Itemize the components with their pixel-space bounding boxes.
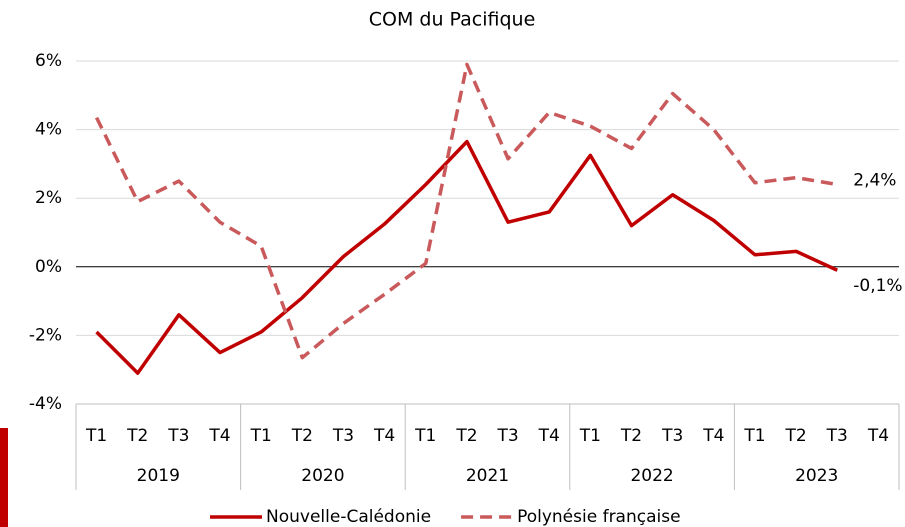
y-tick-label: 0%: [35, 257, 62, 277]
group-label: 2021: [466, 466, 509, 486]
series-line: [95, 139, 839, 375]
x-tick-label: T3: [661, 426, 683, 446]
x-tick-label: T1: [743, 426, 765, 446]
series-line: [95, 62, 838, 360]
y-tick-label: -2%: [29, 325, 62, 345]
x-tick-label: T4: [373, 426, 395, 446]
legend-label: Nouvelle-Calédonie: [266, 507, 431, 527]
chart-title: COM du Pacifique: [369, 9, 536, 31]
side-bar: [0, 428, 8, 527]
x-tick-label: T4: [702, 426, 724, 446]
x-tick-label: T2: [455, 426, 477, 446]
y-tick-label: -4%: [29, 394, 62, 414]
group-label: 2020: [301, 466, 344, 486]
x-tick-label: T3: [496, 426, 518, 446]
x-tick-label: T2: [620, 426, 642, 446]
x-tick-label: T1: [579, 426, 601, 446]
group-label: 2023: [795, 466, 838, 486]
group-label: 2019: [137, 466, 180, 486]
x-tick-label: T2: [291, 426, 313, 446]
legend-label: Polynésie française: [517, 507, 680, 527]
x-tick-label: T2: [126, 426, 148, 446]
data-label: -0,1%: [853, 276, 902, 296]
x-tick-label: T4: [208, 426, 230, 446]
y-tick-label: 6%: [35, 51, 62, 71]
x-tick-label: T4: [538, 426, 560, 446]
y-tick-label: 2%: [35, 188, 62, 208]
x-tick-label: T1: [85, 426, 107, 446]
x-tick-label: T2: [785, 426, 807, 446]
y-tick-label: 4%: [35, 120, 62, 140]
x-tick-label: T3: [826, 426, 848, 446]
x-tick-label: T3: [167, 426, 189, 446]
x-tick-label: T1: [414, 426, 436, 446]
x-tick-label: T3: [332, 426, 354, 446]
x-tick-label: T1: [250, 426, 272, 446]
data-label: 2,4%: [853, 170, 896, 190]
group-label: 2022: [630, 466, 673, 486]
x-tick-label: T4: [867, 426, 889, 446]
